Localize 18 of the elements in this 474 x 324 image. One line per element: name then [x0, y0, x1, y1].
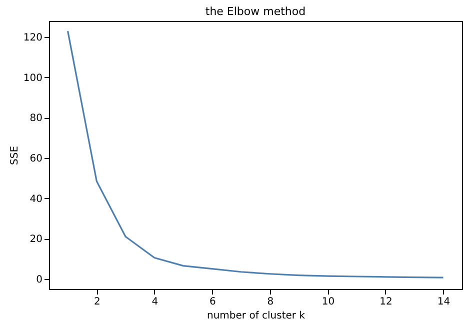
y-tick-label: 80 — [30, 113, 42, 124]
x-tick-label: 14 — [437, 296, 450, 308]
y-axis-title: SSE — [9, 146, 20, 166]
y-tick-label: 20 — [30, 234, 42, 246]
x-tick-label: 8 — [267, 296, 274, 308]
x-tick-label: 2 — [94, 296, 100, 308]
x-tick-label: 12 — [380, 296, 392, 308]
y-tick-label: 60 — [30, 154, 42, 165]
line-series — [66, 30, 444, 278]
x-axis-title: number of cluster k — [206, 310, 306, 322]
y-tick-label: 100 — [23, 72, 42, 84]
x-tick-label: 4 — [152, 296, 158, 308]
x-tick-label: 6 — [209, 296, 216, 308]
y-tick-label: 0 — [36, 274, 42, 286]
y-tick-label: 40 — [30, 194, 42, 205]
y-tick-label: 120 — [23, 32, 42, 44]
x-tick-label: 10 — [322, 296, 335, 308]
chart-title: the Elbow method — [205, 5, 306, 18]
